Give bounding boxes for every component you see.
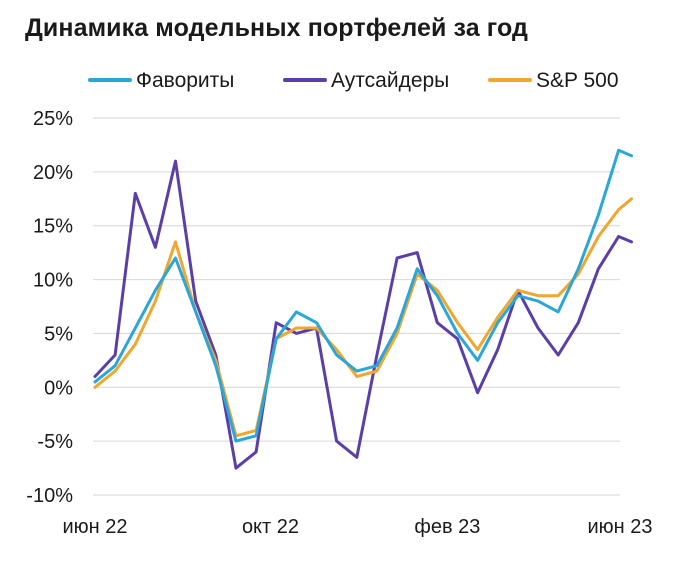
y-tick-label: 10% [33, 270, 73, 292]
legend-label-outsiders: Аутсайдеры [331, 69, 449, 92]
y-tick-label: -5% [37, 431, 73, 453]
y-tick-label: 20% [33, 162, 73, 184]
legend-label-favorites: Фавориты [136, 69, 234, 92]
y-tick-label: 0% [44, 377, 73, 399]
y-tick-label: -10% [26, 485, 73, 507]
series-line-outsiders [93, 159, 633, 470]
x-tick-label: июн 23 [587, 516, 652, 538]
y-tick-label: 5% [44, 323, 73, 345]
y-tick-label: 25% [33, 108, 73, 130]
series-line-favorites [93, 148, 633, 443]
series-lines [93, 148, 633, 470]
legend: Фавориты Аутсайдеры S&P 500 [88, 69, 619, 92]
series-line-sp500 [93, 197, 633, 438]
x-tick-label: июн 22 [62, 516, 127, 538]
y-tick-label: 15% [33, 216, 73, 238]
x-tick-label: окт 22 [242, 516, 299, 538]
legend-label-sp500: S&P 500 [536, 69, 619, 92]
y-axis-tick-labels: 25% 20% 15% 10% 5% 0% -5% -10% [26, 108, 73, 507]
x-axis-tick-labels: июн 22 окт 22 фев 23 июн 23 [62, 516, 652, 538]
x-tick-label: фев 23 [414, 516, 480, 538]
chart-title: Динамика модельных портфелей за год [25, 14, 528, 42]
grid-lines [93, 117, 620, 496]
